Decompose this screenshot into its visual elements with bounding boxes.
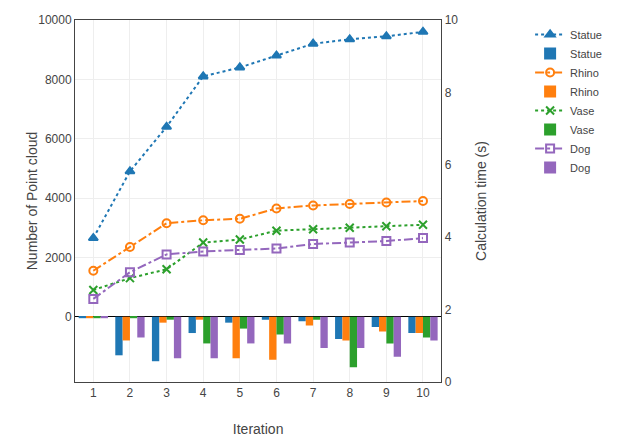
svg-text:Statue: Statue (570, 48, 602, 60)
svg-text:Iteration: Iteration (233, 421, 284, 437)
svg-text:6: 6 (445, 158, 452, 172)
svg-text:Rhino: Rhino (570, 67, 599, 79)
svg-text:Statue: Statue (570, 29, 602, 41)
svg-text:6000: 6000 (45, 132, 72, 146)
svg-text:Dog: Dog (570, 162, 590, 174)
svg-text:Vase: Vase (570, 124, 594, 136)
svg-text:Number of Point cloud: Number of Point cloud (24, 132, 40, 271)
svg-text:9: 9 (383, 386, 390, 400)
svg-text:10: 10 (445, 13, 459, 27)
svg-text:4: 4 (200, 386, 207, 400)
svg-text:8: 8 (346, 386, 353, 400)
svg-text:10000: 10000 (38, 13, 72, 27)
svg-text:1: 1 (90, 386, 97, 400)
svg-text:8000: 8000 (45, 73, 72, 87)
svg-text:2000: 2000 (45, 251, 72, 265)
svg-text:6: 6 (273, 386, 280, 400)
svg-text:Rhino: Rhino (570, 86, 599, 98)
svg-text:0: 0 (445, 375, 452, 389)
svg-text:7: 7 (310, 386, 317, 400)
svg-text:Calculation time (s): Calculation time (s) (473, 141, 489, 261)
svg-text:4000: 4000 (45, 191, 72, 205)
svg-text:0: 0 (65, 310, 72, 324)
svg-text:10: 10 (416, 386, 430, 400)
svg-text:3: 3 (163, 386, 170, 400)
svg-text:2: 2 (127, 386, 134, 400)
svg-text:2: 2 (445, 303, 452, 317)
svg-text:8: 8 (445, 86, 452, 100)
svg-text:4: 4 (445, 230, 452, 244)
svg-text:Dog: Dog (570, 143, 590, 155)
svg-text:Vase: Vase (570, 105, 594, 117)
svg-text:5: 5 (236, 386, 243, 400)
